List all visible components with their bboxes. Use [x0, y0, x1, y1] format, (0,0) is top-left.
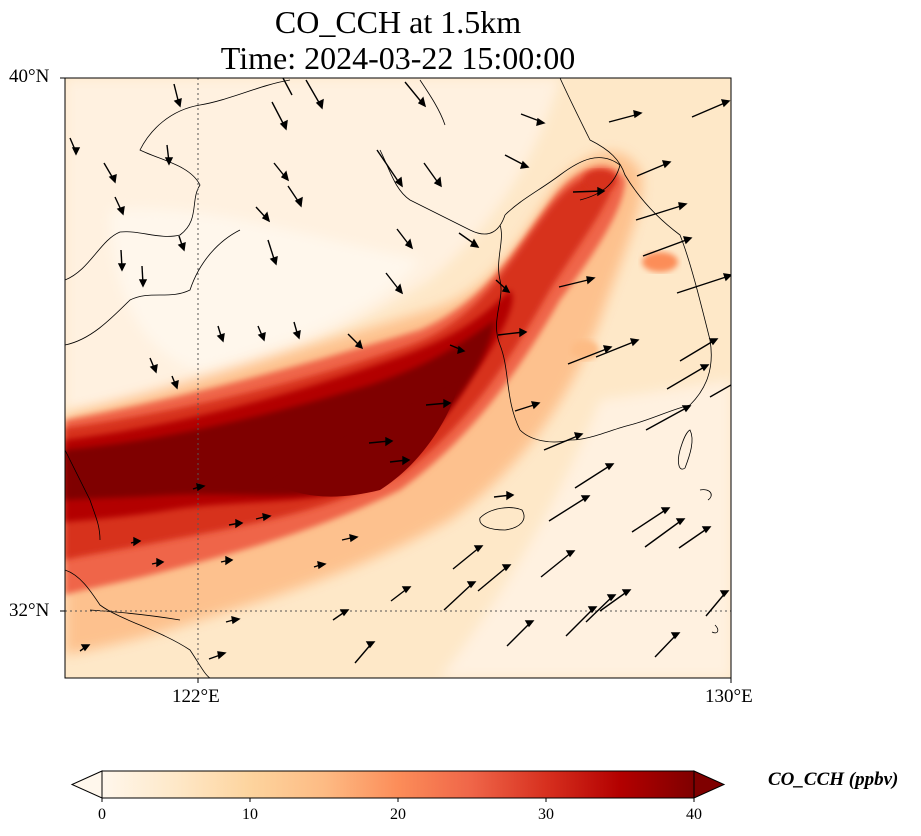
colorbar-tick-label: 20: [390, 806, 406, 823]
colorbar: [70, 770, 726, 802]
lat-tick-label: 32°N: [9, 600, 50, 621]
gridlines: [65, 78, 731, 678]
lon-tick-label: 130°E: [705, 686, 753, 707]
map-frame: [64, 77, 732, 679]
colorbar-label: CO_CCH (ppbv): [768, 769, 899, 790]
map-title: CO_CCH at 1.5km: [274, 4, 522, 40]
colorbar-tick-label: 0: [98, 806, 106, 823]
colorbar-tick-label: 40: [686, 806, 702, 823]
map-field: [65, 78, 731, 678]
colorbar-tick-label: 30: [538, 806, 554, 823]
lat-tick-label: 40°N: [9, 66, 50, 87]
lon-tick-label: 122°E: [172, 686, 220, 707]
wind-vectors: [69, 78, 731, 664]
map-time: Time: 2024-03-22 15:00:00: [220, 40, 576, 76]
colorbar-tick-label: 10: [242, 806, 258, 823]
